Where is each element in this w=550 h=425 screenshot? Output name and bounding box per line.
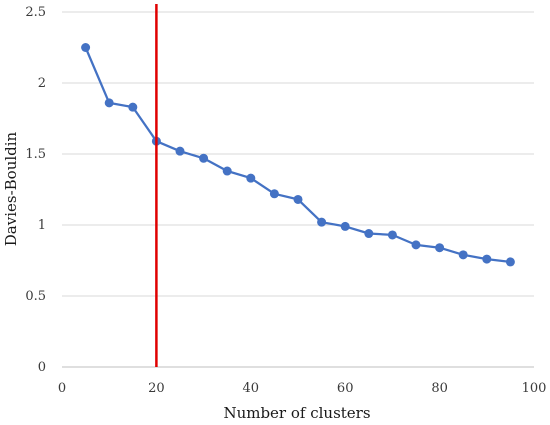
y-axis-title: Davies-Bouldin xyxy=(2,131,20,246)
data-point xyxy=(175,146,185,156)
data-point xyxy=(505,257,515,267)
y-tick-label: 0 xyxy=(38,360,46,375)
x-tick-label: 20 xyxy=(148,381,165,396)
data-point xyxy=(222,166,232,176)
data-point xyxy=(104,98,114,108)
data-point xyxy=(317,217,327,227)
x-tick-label: 100 xyxy=(522,381,547,396)
y-tick-label: 0.5 xyxy=(25,289,46,304)
data-point xyxy=(364,229,374,239)
y-tick-labels: 0 0.5 1 1.5 2 2.5 xyxy=(25,5,46,375)
data-point xyxy=(199,153,209,163)
x-tick-label: 0 xyxy=(58,381,66,396)
data-point xyxy=(128,102,138,112)
series-layer xyxy=(81,43,515,267)
x-tick-label: 80 xyxy=(431,381,448,396)
y-tick-label: 2 xyxy=(38,76,46,91)
data-point xyxy=(482,254,492,264)
gridlines xyxy=(62,11,534,368)
y-tick-label: 2.5 xyxy=(25,5,46,20)
data-point xyxy=(387,230,397,240)
y-tick-label: 1 xyxy=(38,218,46,233)
x-axis-title: Number of clusters xyxy=(223,404,370,422)
data-point xyxy=(458,250,468,260)
x-tick-label: 40 xyxy=(243,381,260,396)
data-point xyxy=(435,243,445,253)
data-point xyxy=(269,189,279,199)
data-point xyxy=(81,43,91,52)
data-point xyxy=(340,221,350,231)
data-point xyxy=(246,173,256,183)
data-point xyxy=(411,240,421,250)
y-tick-label: 1.5 xyxy=(25,147,46,162)
data-point xyxy=(293,194,303,204)
x-tick-labels: 0 20 40 60 80 100 xyxy=(58,381,547,396)
series-line xyxy=(84,47,511,264)
x-tick-label: 60 xyxy=(337,381,354,396)
